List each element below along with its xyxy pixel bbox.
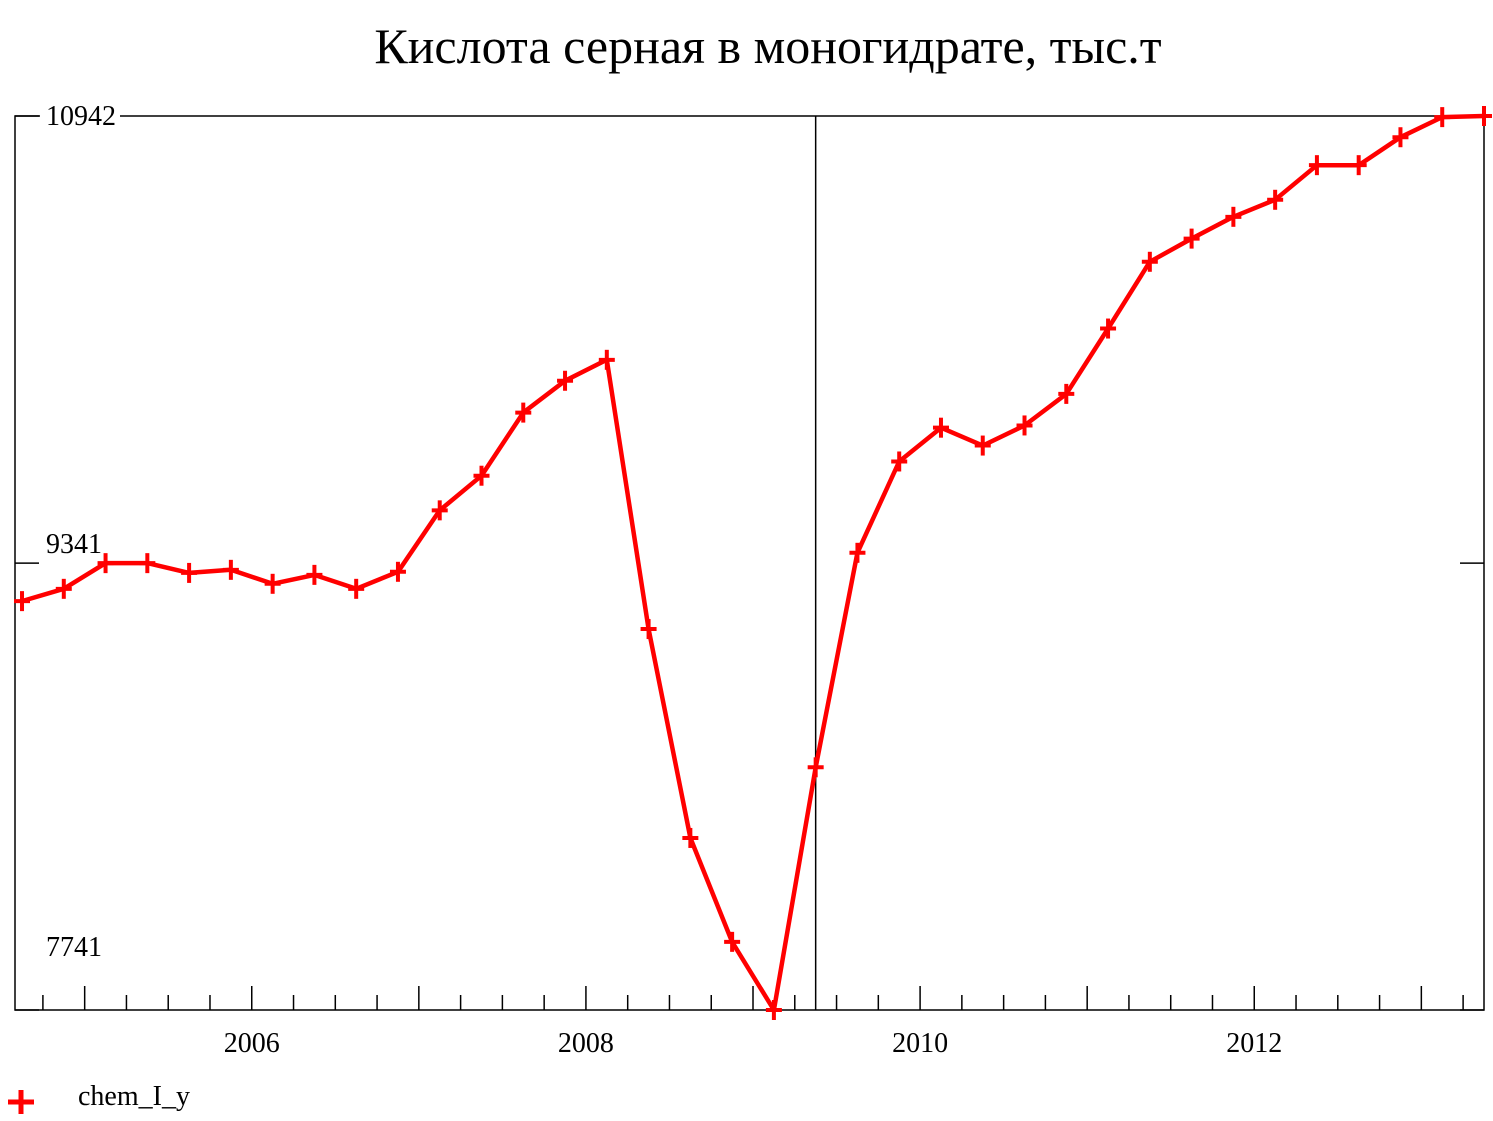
x-axis-tick-labels: 2006 2008 2010 2012 bbox=[224, 1028, 1283, 1059]
data-point bbox=[1392, 127, 1409, 148]
data-point bbox=[1225, 206, 1242, 227]
data-point bbox=[181, 562, 198, 583]
data-point bbox=[515, 402, 532, 423]
data-point bbox=[1141, 251, 1158, 272]
data-point bbox=[1058, 383, 1075, 404]
chart-title: Кислота серная в моногидрате, тыс.т bbox=[374, 18, 1161, 74]
data-point bbox=[1350, 155, 1367, 176]
data-point bbox=[849, 542, 866, 563]
x-axis-ticks bbox=[42, 986, 1464, 1010]
series-line-chem-i-y bbox=[21, 113, 1485, 1013]
legend-marker-plus-icon bbox=[8, 1090, 34, 1114]
data-point bbox=[1267, 189, 1284, 210]
x-tick-label: 2012 bbox=[1226, 1028, 1282, 1059]
x-tick-label: 2008 bbox=[558, 1028, 614, 1059]
data-point bbox=[306, 564, 323, 585]
data-point bbox=[1476, 106, 1492, 126]
x-tick-label: 2010 bbox=[892, 1028, 948, 1059]
data-point bbox=[807, 757, 824, 778]
data-point bbox=[932, 417, 949, 438]
y-tick-label: 10942 bbox=[46, 101, 116, 132]
data-point bbox=[598, 349, 615, 370]
series-markers-chem-i-y bbox=[14, 106, 1492, 1020]
plot-frame bbox=[14, 115, 1485, 1011]
data-point bbox=[55, 578, 72, 599]
y-tick-label-background bbox=[40, 104, 120, 130]
data-point bbox=[14, 591, 31, 612]
data-point bbox=[891, 451, 908, 472]
data-point bbox=[348, 578, 365, 599]
data-point bbox=[682, 827, 699, 848]
data-point bbox=[473, 465, 490, 486]
data-point bbox=[765, 1000, 782, 1020]
y-axis-tick-labels: 10942 9341 7741 bbox=[40, 101, 120, 963]
x-tick-label: 2006 bbox=[224, 1028, 280, 1059]
data-point bbox=[222, 559, 239, 580]
data-point bbox=[724, 931, 741, 952]
data-point bbox=[431, 500, 448, 521]
y-tick-label: 9341 bbox=[46, 529, 102, 560]
y-axis-ticks bbox=[15, 115, 1484, 1011]
data-point bbox=[1183, 228, 1200, 249]
data-point bbox=[264, 573, 281, 594]
data-point bbox=[139, 553, 156, 574]
data-point bbox=[557, 370, 574, 391]
data-point bbox=[1434, 107, 1451, 128]
legend: chem_I_y bbox=[8, 1081, 190, 1114]
data-point bbox=[97, 553, 114, 574]
data-point bbox=[974, 435, 991, 456]
y-tick-label: 7741 bbox=[46, 932, 102, 963]
data-point bbox=[389, 561, 406, 582]
data-point bbox=[640, 619, 657, 640]
data-point bbox=[1016, 415, 1033, 436]
legend-label: chem_I_y bbox=[78, 1081, 190, 1112]
data-point bbox=[1308, 155, 1325, 176]
data-point bbox=[1100, 318, 1117, 339]
